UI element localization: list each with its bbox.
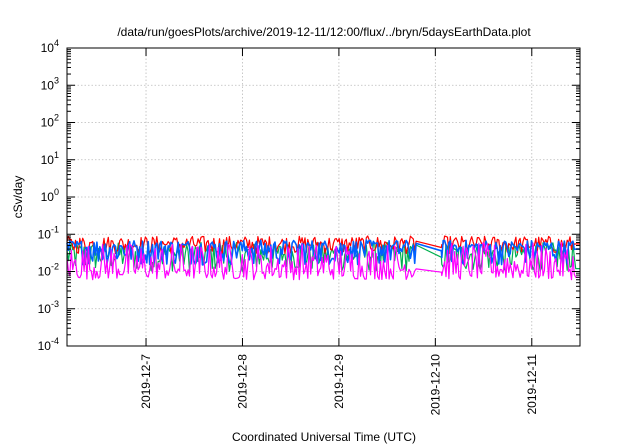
- y-axis-label: cSv/day: [11, 176, 25, 219]
- y-tick-label: 100: [41, 187, 59, 204]
- y-tick-label: 10-1: [38, 224, 59, 241]
- x-tick-label: 2019-12-10: [428, 354, 442, 416]
- y-tick-label: 10-4: [38, 336, 59, 353]
- y-axis: 10-4 10-3 10-2 10-1 100 101 102 103 104: [38, 38, 580, 353]
- x-axis-label: Coordinated Universal Time (UTC): [232, 430, 416, 444]
- y-tick-label: 103: [41, 75, 59, 92]
- series-group: [66, 235, 580, 281]
- x-axis: 2019-12-7 2019-12-8 2019-12-9 2019-12-10 201…: [139, 48, 539, 415]
- grid-lines: [67, 48, 580, 346]
- y-tick-label: 102: [41, 113, 59, 130]
- x-tick-label: 2019-12-7: [139, 354, 153, 409]
- y-tick-label: 10-3: [38, 299, 59, 316]
- series-line: [66, 239, 580, 266]
- chart-title: /data/run/goesPlots/archive/2019-12-11/1…: [117, 25, 531, 39]
- x-tick-label: 2019-12-11: [525, 354, 539, 415]
- y-tick-label: 10-2: [38, 262, 59, 279]
- series-line: [66, 242, 580, 281]
- x-tick-label: 2019-12-9: [332, 354, 346, 409]
- x-tick-label: 2019-12-8: [235, 354, 249, 409]
- y-tick-label: 101: [41, 150, 59, 167]
- y-tick-label: 104: [41, 38, 59, 55]
